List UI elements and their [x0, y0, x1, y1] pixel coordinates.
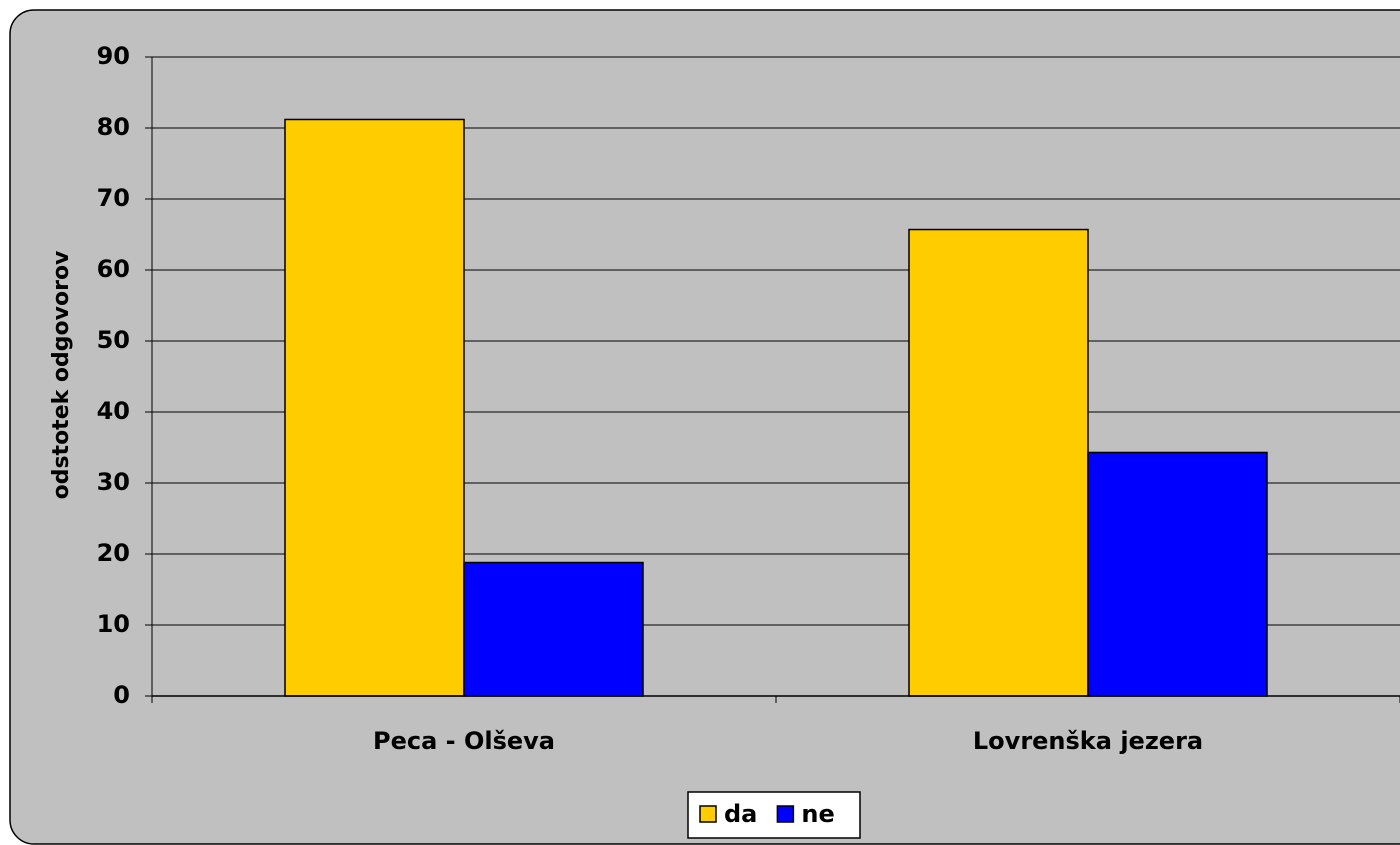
y-tick-label: 10: [97, 610, 130, 638]
bar: [908, 228, 1089, 697]
chart-background: [9, 9, 1400, 845]
y-tick-label: 80: [97, 113, 130, 141]
y-tick-label: 90: [97, 42, 130, 70]
y-tick-label: 70: [97, 184, 130, 212]
y-tick-label: 40: [97, 397, 130, 425]
x-tick-label: Peca - Olševa: [373, 727, 555, 755]
y-tick-label: 30: [97, 468, 130, 496]
legend-swatch: [776, 805, 795, 823]
bar: [284, 118, 465, 697]
bar: [1087, 451, 1268, 697]
x-tick-label: Lovrenška jezera: [973, 727, 1203, 755]
bar: [463, 561, 644, 697]
legend-swatch: [699, 805, 717, 823]
y-tick-label: 60: [97, 255, 130, 283]
legend-label: da: [724, 800, 757, 828]
y-tick-label: 50: [97, 326, 130, 354]
y-axis-label: odstotek odgovorov: [49, 250, 74, 499]
y-tick-label: 0: [113, 681, 130, 709]
legend-label: ne: [801, 800, 834, 828]
legend: da ne: [687, 791, 861, 839]
y-tick-label: 20: [97, 539, 130, 567]
